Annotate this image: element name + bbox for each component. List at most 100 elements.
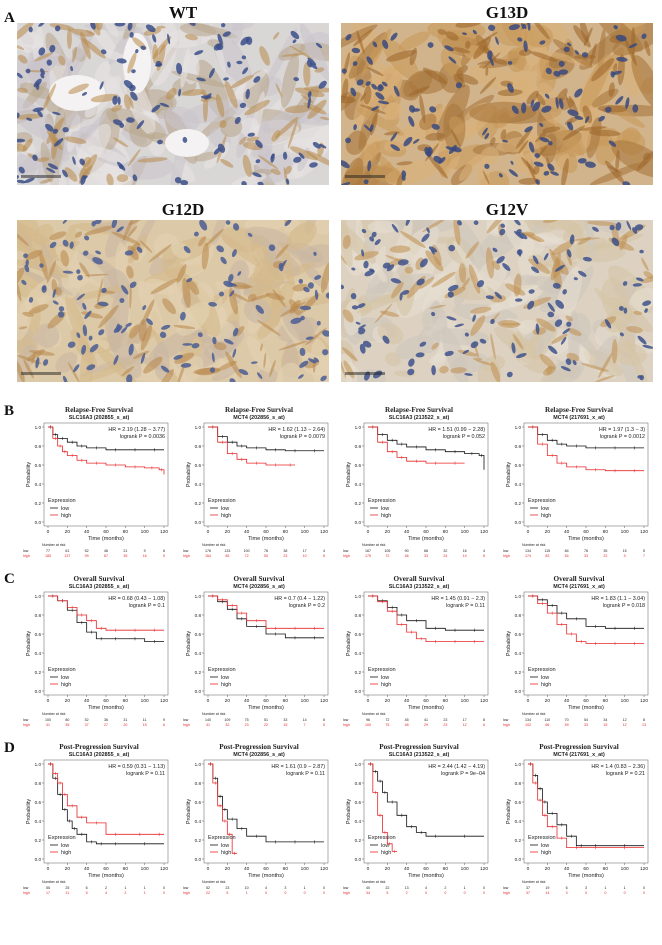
y-tick-label: 0.2 [355, 838, 362, 843]
legend-label-high: high [221, 682, 231, 688]
y-tick-label: 0.0 [35, 520, 42, 525]
risk-high-value: 0 [585, 891, 587, 895]
km-subtitle: MCT4 (217691_x_at) [553, 584, 605, 590]
risk-low-value: 75 [245, 718, 249, 722]
risk-low-value: 12 [623, 718, 627, 722]
risk-high-value: 24 [443, 554, 447, 558]
y-tick-label: 0.0 [515, 857, 522, 862]
x-tick-label: 0 [47, 698, 50, 704]
y-tick-label: 0.6 [35, 632, 42, 637]
risk-high-value: 41 [46, 723, 50, 727]
ihc-title-g12v: G12V [485, 200, 529, 219]
y-tick-label: 0.6 [195, 632, 202, 637]
risk-high-value: 0 [624, 891, 626, 895]
x-tick-label: 80 [283, 866, 289, 872]
risk-low-value: 3 [284, 886, 286, 890]
risk-low-value: 46 [104, 549, 108, 553]
hr-text: HR = 1.51 (0.99 − 2.28) [428, 427, 485, 433]
risk-high-value: 5 [323, 723, 325, 727]
risk-low-value: 8 [483, 718, 485, 722]
risk-high-value: 15 [283, 723, 287, 727]
curve-low [368, 426, 485, 470]
legend-label-low: low [381, 843, 389, 849]
y-tick-label: 0.0 [515, 520, 522, 525]
risk-low-value: 72 [385, 718, 389, 722]
risk-high-value: 46 [405, 554, 409, 558]
risk-row-high-label: high [183, 554, 190, 558]
x-tick-label: 0 [367, 698, 370, 704]
y-tick-label: 0.2 [35, 838, 42, 843]
legend-title: Expression [368, 835, 396, 841]
risk-high-value: 3 [566, 891, 568, 895]
y-tick-label: 0.0 [195, 520, 202, 525]
x-tick-label: 0 [47, 866, 50, 872]
risk-low-value: 52 [85, 718, 89, 722]
logrank-text: logrank P = 0.018 [603, 603, 645, 609]
y-axis-label: Probability [346, 631, 352, 656]
x-tick-label: 40 [404, 866, 410, 872]
x-tick-label: 120 [160, 866, 168, 872]
risk-row-high-label: high [343, 891, 350, 895]
risk-high-value: 1 [144, 891, 146, 895]
km-title: Post-Progression Survival [539, 743, 618, 751]
logrank-text: logrank P = 0.11 [286, 771, 325, 777]
logrank-text: logrank P = 9e−04 [441, 771, 485, 777]
risk-row-low-label: low [23, 718, 29, 722]
risk-low-value: 25 [65, 886, 69, 890]
x-tick-label: 20 [545, 866, 551, 872]
risk-low-value: 9 [144, 549, 146, 553]
risk-high-value: 48 [405, 723, 409, 727]
risk-high-value: 14 [545, 891, 549, 895]
risk-high-value: 164 [205, 554, 211, 558]
curve-low [528, 595, 644, 629]
x-tick-label: 60 [263, 529, 269, 535]
panel-letter-a: A [4, 10, 15, 26]
y-tick-label: 0.2 [515, 670, 522, 675]
risk-high-value: 0 [425, 891, 427, 895]
risk-high-value: 23 [283, 554, 287, 558]
logrank-text: logrank P = 0.1 [129, 603, 165, 609]
x-tick-label: 20 [65, 866, 71, 872]
legend-label-high: high [541, 513, 551, 519]
risk-low-value: 110 [544, 718, 550, 722]
risk-row-high-label: high [23, 554, 30, 558]
legend-title: Expression [368, 667, 396, 673]
ihc-image-g13d-graphic [341, 23, 653, 185]
risk-low-value: 1 [604, 886, 606, 890]
hr-text: HR = 2.44 (1.42 − 4.19) [428, 764, 485, 770]
x-tick-label: 60 [103, 866, 109, 872]
panel-letter-b: B [4, 403, 15, 419]
legend-title: Expression [528, 835, 556, 841]
risk-high-value: 33 [424, 554, 428, 558]
y-tick-label: 1.0 [355, 594, 362, 599]
y-tick-label: 1.0 [355, 762, 362, 767]
x-tick-label: 20 [225, 529, 231, 535]
number-at-risk-label: Number at risk [362, 712, 386, 716]
curve-high [368, 763, 397, 852]
x-axis-label: Time (months) [408, 873, 444, 879]
hr-text: HR = 0.7 (0.4 − 1.22) [274, 596, 325, 602]
x-tick-label: 100 [141, 866, 149, 872]
legend-title: Expression [528, 498, 556, 504]
x-tick-label: 120 [480, 866, 488, 872]
hr-text: HR = 1.62 (1.13 − 2.64) [268, 427, 325, 433]
x-tick-label: 80 [283, 529, 289, 535]
risk-low-value: 11 [143, 718, 147, 722]
x-tick-label: 100 [141, 529, 149, 535]
risk-low-value: 10 [245, 886, 249, 890]
y-tick-label: 0.4 [35, 651, 42, 656]
risk-high-value: 23 [443, 723, 447, 727]
x-axis-label: Time (months) [248, 705, 284, 711]
x-tick-label: 80 [123, 529, 129, 535]
curve-low [208, 426, 324, 452]
logrank-text: logrank P = 0.2 [289, 603, 325, 609]
risk-row-low-label: low [343, 549, 349, 553]
legend-title: Expression [48, 667, 76, 673]
risk-high-value: 6 [483, 723, 485, 727]
x-tick-label: 60 [583, 698, 589, 704]
risk-high-value: 32 [225, 723, 229, 727]
x-tick-label: 120 [480, 529, 488, 535]
